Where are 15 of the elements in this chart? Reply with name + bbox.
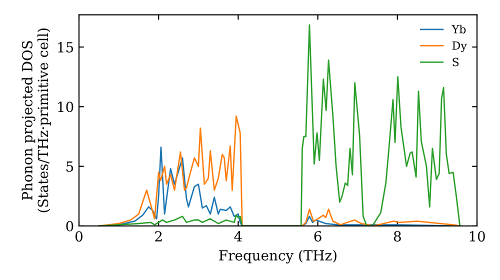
y-tick-label: 5 [66, 161, 74, 172]
x-tick-label: 6 [314, 231, 322, 242]
legend-label: Yb [452, 24, 466, 34]
x-tick-label: 8 [394, 231, 401, 242]
y-tick-label: 0 [66, 220, 74, 232]
x-tick-label: 2 [155, 231, 162, 242]
legend-label: S [452, 58, 459, 66]
y-tick-label: 15 [58, 42, 74, 53]
y-axis-title: Phonon projected DOS (States/THz·primitive cell) [22, 28, 51, 212]
y-tick-label: 10 [58, 102, 74, 112]
legend-label: Dy [452, 41, 467, 52]
x-tick-label: 4 [234, 231, 242, 242]
x-axis-title: Frequency (THz) [219, 250, 336, 264]
x-tick-label: 0 [75, 231, 82, 242]
x-tick-label: 10 [470, 231, 485, 242]
